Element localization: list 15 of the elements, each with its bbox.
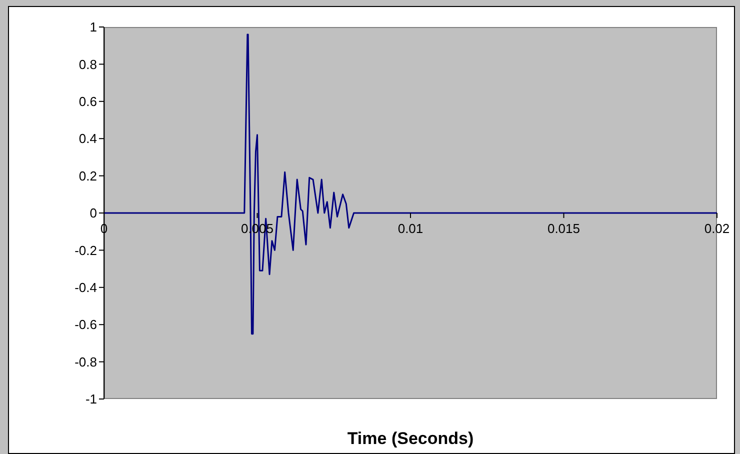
y-tick-label: 0.6 (78, 94, 97, 110)
y-tick-label: -0.6 (74, 317, 97, 332)
x-tick-label: 0.01 (398, 221, 424, 236)
y-tick-label: 0.2 (78, 168, 97, 184)
x-tick-label: 0.02 (704, 221, 730, 236)
y-tick-label: 0 (90, 206, 97, 221)
y-tick-label: -0.8 (74, 354, 97, 370)
x-axis-title: Time (Seconds) (347, 429, 474, 448)
y-tick-label: 0.8 (78, 56, 97, 72)
y-tick-label: 1 (90, 20, 97, 35)
y-tick-label: 0.4 (78, 131, 97, 146)
x-tick-label: 0.015 (547, 221, 580, 236)
y-tick-label: -0.2 (74, 242, 97, 258)
y-tick-label: -0.4 (74, 280, 97, 296)
y-tick-label: -1 (85, 392, 97, 407)
